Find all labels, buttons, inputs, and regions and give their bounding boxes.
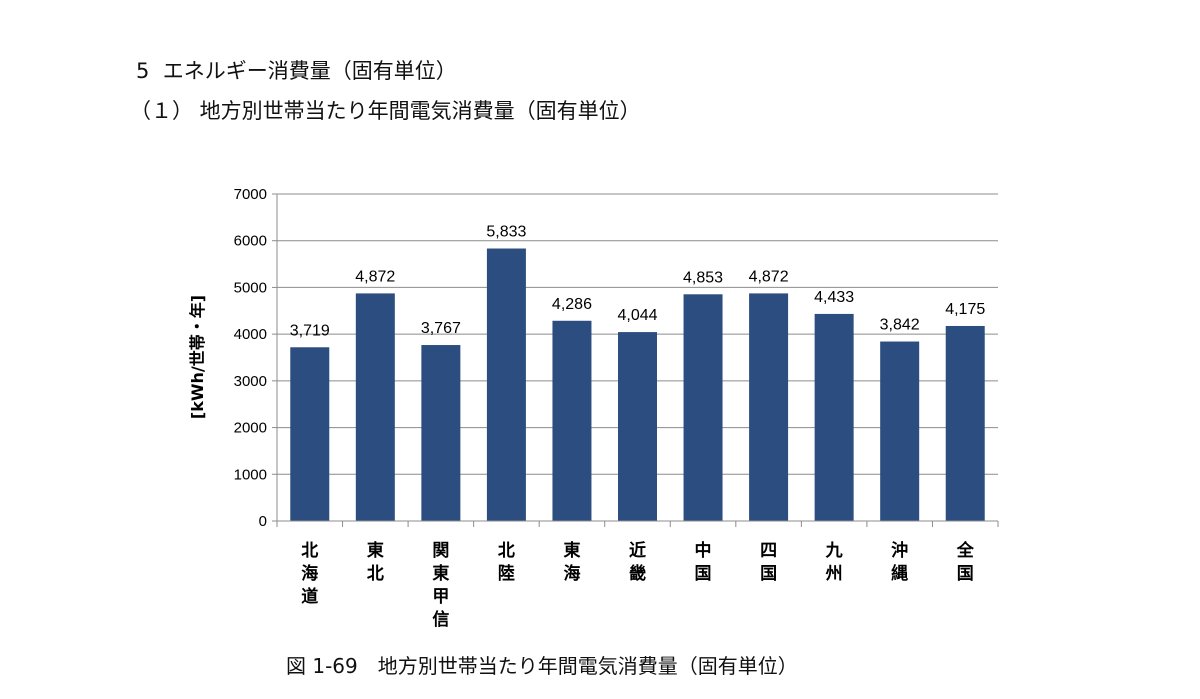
data-label: 4,872 <box>355 268 395 285</box>
bar <box>421 345 461 521</box>
data-label: 3,719 <box>290 322 330 339</box>
data-label: 3,842 <box>880 317 920 334</box>
data-label: 4,433 <box>814 289 854 306</box>
x-category-label: 国 <box>957 564 974 584</box>
y-axis-label: [kWh/世帯・年] <box>188 295 207 419</box>
x-category-label: 関 <box>432 541 449 561</box>
data-label: 4,853 <box>683 269 723 286</box>
data-label: 4,175 <box>945 301 985 318</box>
x-category-label: 東 <box>563 540 580 561</box>
x-category-label: 四 <box>760 541 777 561</box>
bar <box>945 325 985 521</box>
bar <box>618 332 657 521</box>
x-category-label: 沖 <box>891 540 908 561</box>
bar <box>355 293 395 521</box>
x-category-label: 国 <box>760 564 777 584</box>
bar <box>552 320 592 521</box>
y-tick-label: 6000 <box>234 233 267 250</box>
y-tick-label: 1000 <box>234 466 267 483</box>
x-category-label: 甲 <box>432 587 449 607</box>
x-category-label: 北 <box>367 564 384 584</box>
data-label: 5,833 <box>486 224 526 241</box>
x-category-label: 九 <box>825 541 843 561</box>
bar <box>290 347 330 521</box>
x-category-label: 近 <box>629 540 646 561</box>
x-category-label: 国 <box>695 564 712 584</box>
y-tick-label: 3000 <box>234 373 267 390</box>
data-label: 4,286 <box>552 296 592 313</box>
x-category-label: 陸 <box>498 563 515 584</box>
y-tick-label: 2000 <box>234 420 267 437</box>
subsection-heading: （１） 地方別世帯当たり年間電気消費量（固有単位） <box>130 99 641 123</box>
bar <box>880 341 920 521</box>
x-category-label: 縄 <box>891 563 908 584</box>
x-category-label: 道 <box>301 586 318 607</box>
bar <box>749 293 789 521</box>
data-label: 4,872 <box>749 268 789 285</box>
bar <box>814 313 854 521</box>
x-category-label: 北 <box>301 541 318 561</box>
x-category-label: 海 <box>301 563 318 584</box>
data-label: 3,767 <box>421 320 461 337</box>
section-heading: 5 エネルギー消費量（固有単位） <box>136 59 457 83</box>
x-category-label: 畿 <box>629 563 646 584</box>
x-category-label: 中 <box>695 540 712 561</box>
data-label: 4,044 <box>617 307 657 324</box>
x-category-label: 海 <box>563 563 580 584</box>
bar <box>683 294 723 521</box>
x-category-label: 北 <box>498 541 515 561</box>
y-tick-label: 7000 <box>234 186 267 203</box>
x-category-label: 全 <box>956 540 975 561</box>
y-tick-label: 4000 <box>234 326 267 343</box>
bar <box>486 248 526 521</box>
x-category-label: 東 <box>367 540 384 561</box>
figure-caption: 図 1-69 地方別世帯当たり年間電気消費量（固有単位） <box>286 654 798 678</box>
x-category-label: 州 <box>825 564 843 584</box>
y-tick-label: 5000 <box>234 279 267 296</box>
y-tick-label: 0 <box>259 513 267 530</box>
x-category-label: 信 <box>432 609 449 630</box>
x-category-label: 東 <box>432 563 449 584</box>
